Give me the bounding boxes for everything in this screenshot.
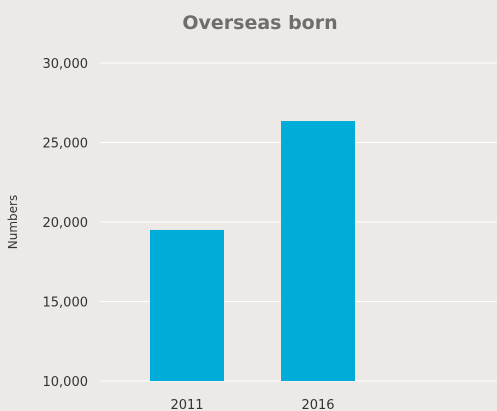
x-axis-ticks: 2011 2016: [170, 398, 334, 411]
bars: [150, 121, 355, 381]
y-axis-label: Numbers: [6, 195, 20, 249]
y-axis-ticks: 10,000 15,000 20,000 25,000 30,000: [43, 57, 89, 390]
y-tick-label: 10,000: [43, 375, 89, 390]
y-tick-label: 20,000: [43, 216, 89, 231]
y-tick-label: 25,000: [43, 137, 89, 152]
x-tick-label: 2016: [301, 398, 334, 411]
x-tick-label: 2011: [170, 398, 203, 411]
bar-2016: [281, 121, 355, 381]
bar-2011: [150, 229, 224, 381]
y-tick-label: 15,000: [43, 296, 89, 311]
y-tick-label: 30,000: [43, 57, 89, 72]
chart-title: Overseas born: [182, 12, 337, 34]
